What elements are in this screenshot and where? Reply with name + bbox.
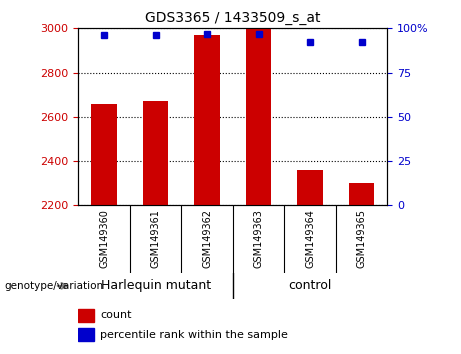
Text: count: count (100, 310, 131, 320)
Text: GSM149361: GSM149361 (151, 209, 160, 268)
Title: GDS3365 / 1433509_s_at: GDS3365 / 1433509_s_at (145, 11, 320, 24)
Bar (91, 103, 117, 205)
Text: GSM149362: GSM149362 (202, 209, 212, 268)
Bar (246, 28, 272, 205)
Bar (194, 35, 220, 205)
Bar (78, 309, 94, 322)
Text: genotype/variation: genotype/variation (5, 281, 104, 291)
Text: Harlequin mutant: Harlequin mutant (100, 279, 211, 292)
Text: GSM149360: GSM149360 (99, 209, 109, 268)
Text: GSM149365: GSM149365 (356, 209, 366, 268)
Bar (349, 183, 374, 205)
Text: percentile rank within the sample: percentile rank within the sample (100, 330, 288, 339)
Text: GSM149363: GSM149363 (254, 209, 264, 268)
Bar (143, 101, 168, 205)
Text: GSM149364: GSM149364 (305, 209, 315, 268)
Bar (297, 170, 323, 205)
Bar (78, 328, 94, 341)
Text: control: control (288, 279, 332, 292)
